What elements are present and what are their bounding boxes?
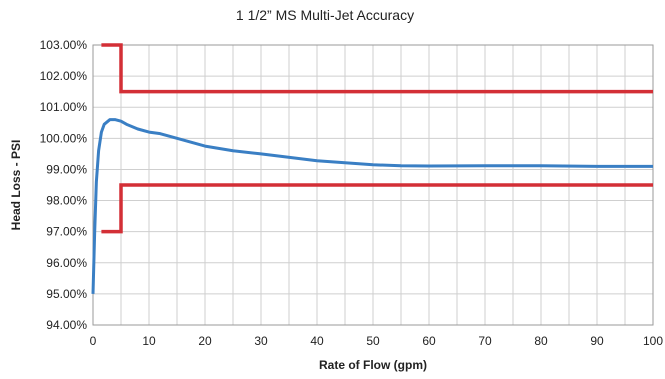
x-tick-label: 90 [590, 334, 604, 348]
series-layer [91, 43, 653, 294]
x-tick-label: 10 [142, 334, 156, 348]
y-axis-tick-labels: 94.00% 95.00% 96.00% 97.00% 98.00% 99.00% 100.… [40, 38, 88, 332]
x-tick-label: 20 [198, 334, 212, 348]
x-tick-label: 70 [478, 334, 492, 348]
x-tick-label: 60 [422, 334, 436, 348]
lower-limit-line [101, 183, 653, 234]
x-tick-label: 100 [643, 334, 663, 348]
x-tick-label: 40 [310, 334, 324, 348]
y-tick-label: 102.00% [40, 69, 88, 83]
x-tick-label: 30 [254, 334, 268, 348]
y-axis-label: Head Loss - PSI [9, 140, 23, 231]
x-axis-label: Rate of Flow (gpm) [319, 358, 427, 372]
y-tick-label: 100.00% [40, 131, 88, 145]
accuracy-line [91, 118, 653, 294]
x-tick-label: 50 [366, 334, 380, 348]
y-tick-label: 96.00% [46, 256, 87, 270]
chart-title: 1 1/2” MS Multi-Jet Accuracy [236, 7, 414, 23]
x-tick-label: 0 [90, 334, 97, 348]
y-tick-label: 95.00% [46, 287, 87, 301]
y-tick-label: 97.00% [46, 225, 87, 239]
y-tick-label: 99.00% [46, 162, 87, 176]
y-tick-label: 98.00% [46, 194, 87, 208]
upper-limit-line [101, 43, 653, 94]
y-tick-label: 94.00% [46, 318, 87, 332]
x-tick-label: 80 [534, 334, 548, 348]
y-tick-label: 103.00% [40, 38, 88, 52]
x-axis-tick-labels: 0 10 20 30 40 50 60 70 80 90 100 [90, 334, 664, 348]
y-tick-label: 101.00% [40, 100, 88, 114]
